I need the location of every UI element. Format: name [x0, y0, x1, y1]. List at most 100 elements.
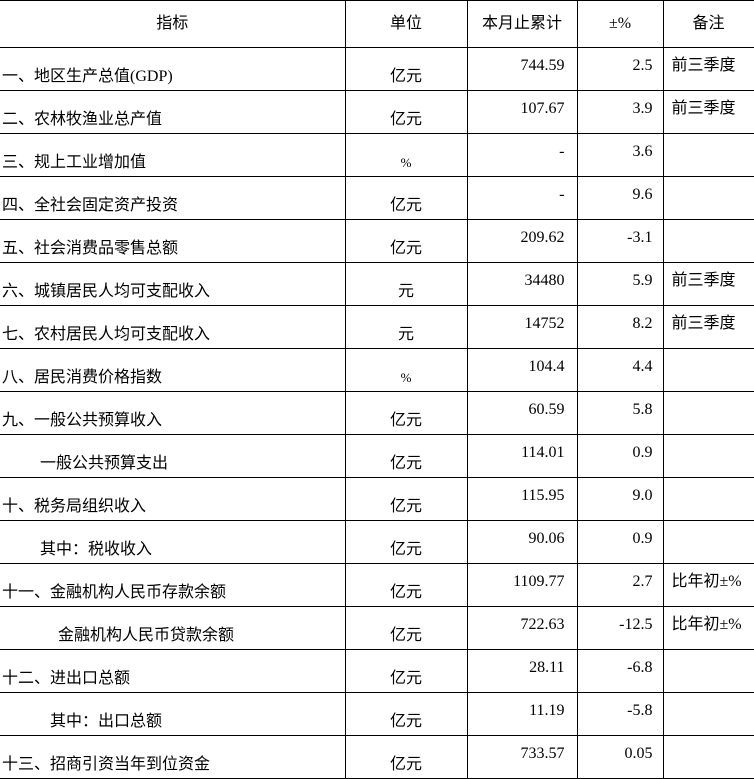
- note-cell: [662, 477, 754, 521]
- table-row: 十二、进出口总额 亿元 28.11 -6.8: [0, 649, 754, 693]
- value-cell: 107.67: [466, 90, 578, 134]
- note-cell: 前三季度: [662, 262, 754, 306]
- change-pct-cell: -5.8: [576, 692, 664, 736]
- note-cell: [662, 348, 754, 392]
- indicator-cell: 十一、金融机构人民币存款余额: [0, 563, 346, 607]
- change-pct-cell: 3.6: [576, 133, 664, 177]
- unit-cell: %: [344, 348, 468, 392]
- value-cell: 209.62: [466, 219, 578, 263]
- header-note: 备注: [662, 0, 754, 48]
- note-cell: [662, 520, 754, 564]
- table-row: 七、农村居民人均可支配收入元 14752 8.2 前三季度: [0, 305, 754, 349]
- note-cell: [662, 735, 754, 779]
- indicator-cell: 四、全社会固定资产投资: [0, 176, 346, 220]
- change-pct-cell: 4.4: [576, 348, 664, 392]
- note-cell: [662, 692, 754, 736]
- unit-cell: 亿元: [344, 692, 468, 736]
- header-unit: 单位: [344, 0, 468, 48]
- table-row: 其中：税收收入 亿元 90.06 0.9: [0, 520, 754, 564]
- unit-cell: 亿元: [344, 391, 468, 435]
- indicator-cell: 六、城镇居民人均可支配收入: [0, 262, 346, 306]
- indicator-cell: 九、一般公共预算收入: [0, 391, 346, 435]
- value-cell: 722.63: [466, 606, 578, 650]
- indicator-cell: 七、农村居民人均可支配收入: [0, 305, 346, 349]
- value-cell: -: [466, 133, 578, 177]
- indicator-cell: 三、规上工业增加值: [0, 133, 346, 177]
- table-row: 六、城镇居民人均可支配收入元 34480 5.9 前三季度: [0, 262, 754, 306]
- unit-cell: 亿元: [344, 649, 468, 693]
- indicator-cell: 一般公共预算支出: [0, 434, 346, 478]
- indicator-cell: 五、社会消费品零售总额: [0, 219, 346, 263]
- header-cumulative: 本月止累计: [466, 0, 578, 48]
- note-cell: [662, 434, 754, 478]
- unit-cell: 亿元: [344, 434, 468, 478]
- table-row: 其中：出口总额 亿元 11.19 -5.8: [0, 692, 754, 736]
- value-cell: 34480: [466, 262, 578, 306]
- value-cell: 115.95: [466, 477, 578, 521]
- change-pct-cell: 9.0: [576, 477, 664, 521]
- change-pct-cell: -6.8: [576, 649, 664, 693]
- indicator-cell: 一、地区生产总值(GDP): [0, 47, 346, 91]
- unit-cell: 亿元: [344, 735, 468, 779]
- unit-cell: 元: [344, 305, 468, 349]
- value-cell: 11.19: [466, 692, 578, 736]
- unit-cell: 亿元: [344, 606, 468, 650]
- table-row: 十、税务局组织收入 亿元 115.95 9.0: [0, 477, 754, 521]
- table-row: 八、居民消费价格指数% 104.4 4.4: [0, 348, 754, 392]
- value-cell: 114.01: [466, 434, 578, 478]
- unit-cell: 亿元: [344, 47, 468, 91]
- indicator-cell: 二、农林牧渔业总产值: [0, 90, 346, 134]
- value-cell: 733.57: [466, 735, 578, 779]
- table-row: 五、社会消费品零售总额 亿元 209.62 -3.1: [0, 219, 754, 263]
- change-pct-cell: 0.9: [576, 520, 664, 564]
- note-cell: 前三季度: [662, 305, 754, 349]
- indicator-cell: 十三、招商引资当年到位资金: [0, 735, 346, 779]
- indicator-cell: 十二、进出口总额: [0, 649, 346, 693]
- change-pct-cell: 2.5: [576, 47, 664, 91]
- unit-cell: 亿元: [344, 563, 468, 607]
- unit-cell: 亿元: [344, 176, 468, 220]
- value-cell: 28.11: [466, 649, 578, 693]
- value-cell: 744.59: [466, 47, 578, 91]
- table-row: 二、农林牧渔业总产值 亿元 107.67 3.9 前三季度: [0, 90, 754, 134]
- note-cell: [662, 219, 754, 263]
- table-row: 九、一般公共预算收入 亿元 60.59 5.8: [0, 391, 754, 435]
- header-indicator: 指标: [0, 0, 346, 48]
- indicator-cell: 其中：税收收入: [0, 520, 346, 564]
- note-cell: [662, 176, 754, 220]
- note-cell: [662, 649, 754, 693]
- value-cell: 60.59: [466, 391, 578, 435]
- change-pct-cell: 3.9: [576, 90, 664, 134]
- change-pct-cell: 5.9: [576, 262, 664, 306]
- unit-cell: 亿元: [344, 90, 468, 134]
- table-row: 三、规上工业增加值% -3.6: [0, 133, 754, 177]
- note-cell: 比年初±%: [662, 563, 754, 607]
- change-pct-cell: 9.6: [576, 176, 664, 220]
- unit-cell: 亿元: [344, 477, 468, 521]
- header-row: 指标 单位 本月止累计 ±% 备注: [0, 0, 754, 48]
- change-pct-cell: 8.2: [576, 305, 664, 349]
- table-row: 一、地区生产总值(GDP) 亿元 744.59 2.5 前三季度: [0, 47, 754, 91]
- value-cell: 90.06: [466, 520, 578, 564]
- note-cell: [662, 133, 754, 177]
- table-row: 金融机构人民币贷款余额 亿元 722.63 -12.5 比年初±%: [0, 606, 754, 650]
- value-cell: 14752: [466, 305, 578, 349]
- unit-cell: 元: [344, 262, 468, 306]
- indicator-cell: 其中：出口总额: [0, 692, 346, 736]
- table-row: 十三、招商引资当年到位资金 亿元 733.57 0.05: [0, 735, 754, 779]
- change-pct-cell: 5.8: [576, 391, 664, 435]
- indicator-cell: 八、居民消费价格指数: [0, 348, 346, 392]
- value-cell: 1109.77: [466, 563, 578, 607]
- change-pct-cell: 0.05: [576, 735, 664, 779]
- table-row: 一般公共预算支出 亿元 114.01 0.9: [0, 434, 754, 478]
- unit-cell: 亿元: [344, 219, 468, 263]
- table-row: 十一、金融机构人民币存款余额 亿元 1109.77 2.7 比年初±%: [0, 563, 754, 607]
- unit-cell: 亿元: [344, 520, 468, 564]
- change-pct-cell: -12.5: [576, 606, 664, 650]
- indicator-cell: 十、税务局组织收入: [0, 477, 346, 521]
- note-cell: 比年初±%: [662, 606, 754, 650]
- indicator-cell: 金融机构人民币贷款余额: [0, 606, 346, 650]
- table-row: 四、全社会固定资产投资 亿元 -9.6: [0, 176, 754, 220]
- value-cell: -: [466, 176, 578, 220]
